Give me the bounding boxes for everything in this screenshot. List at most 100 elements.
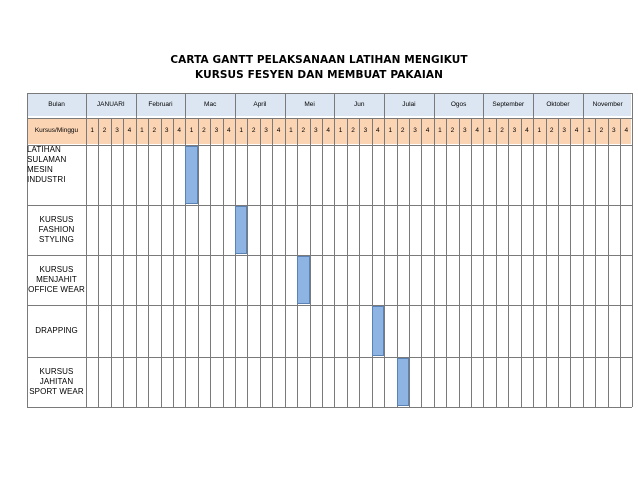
grid-horizontal-line [27, 305, 633, 306]
week-header-cell: 3 [612, 127, 616, 135]
grid-vertical-line [508, 118, 510, 407]
activity-label-line: KURSUS [39, 265, 74, 274]
week-header-cell: 1 [289, 127, 293, 135]
grid-vertical-line [185, 93, 187, 407]
grid-vertical-line [210, 118, 212, 407]
grid-horizontal-line [27, 93, 633, 94]
week-header-cell: 3 [512, 127, 517, 135]
week-header-cell: 2 [301, 127, 306, 135]
activity-label-line: MESIN [27, 165, 53, 174]
activity-label: KURSUS JAHITAN SPORT WEAR [27, 359, 86, 405]
week-header-cell: 4 [624, 127, 629, 135]
grid-vertical-line [595, 118, 597, 407]
grid-vertical-line [433, 93, 435, 407]
week-header-cell: 1 [189, 127, 194, 135]
activity-label-line: DRAPPING [35, 326, 78, 335]
week-header-cell: 2 [500, 127, 504, 135]
gantt-bar [235, 206, 248, 254]
week-header-cell: 4 [127, 127, 132, 135]
week-header-cell: 3 [363, 127, 368, 135]
week-header-cell: 1 [140, 127, 144, 135]
grid-vertical-line [471, 118, 473, 407]
week-header-cell: 1 [438, 127, 442, 135]
grid-vertical-line [446, 118, 448, 407]
week-header-cell: 1 [587, 127, 591, 135]
month-header-cell: Julai [402, 101, 416, 109]
grid-vertical-line [533, 93, 535, 407]
week-header-cell: 1 [487, 127, 492, 135]
week-header-cell: 4 [227, 127, 231, 135]
month-header-cell: Jun [353, 101, 365, 109]
month-row-label: Bulan [48, 101, 65, 109]
grid-vertical-line [272, 118, 274, 407]
week-header-cell: 1 [239, 127, 244, 135]
week-header-cell: 2 [152, 127, 157, 135]
grid-vertical-line [160, 118, 162, 407]
week-header-cell: 2 [599, 127, 604, 135]
activity-label-line: KURSUS [39, 215, 74, 224]
grid-vertical-line [197, 118, 199, 407]
grid-vertical-line [396, 118, 398, 407]
activity-label-line: SPORT WEAR [29, 387, 84, 396]
week-header-band [27, 119, 631, 144]
grid-vertical-line [632, 93, 634, 407]
week-header-cell: 2 [400, 127, 405, 135]
grid-horizontal-line [27, 205, 633, 206]
month-header-cell: JANUARI [96, 101, 125, 109]
grid-vertical-line [86, 93, 87, 407]
activity-label-line: OFFICE WEAR [28, 285, 85, 294]
week-header-cell: 2 [202, 127, 206, 135]
grid-horizontal-line [27, 118, 633, 119]
week-header-cell: 1 [388, 127, 393, 135]
grid-vertical-line [520, 118, 522, 407]
activity-label: DRAPPING [27, 307, 86, 355]
grid-vertical-line [284, 93, 286, 407]
grid-vertical-line [557, 118, 559, 407]
grid-vertical-line [172, 118, 174, 407]
grid-vertical-line [495, 118, 497, 407]
week-header-cell: 2 [351, 127, 355, 135]
grid-vertical-line [346, 118, 348, 407]
grid-vertical-line [620, 118, 622, 407]
gantt-bar [185, 146, 198, 204]
month-header-cell: Oktober [546, 101, 570, 109]
week-header-cell: 1 [537, 127, 542, 135]
month-header-cell: Mei [304, 101, 315, 109]
week-header-cell: 4 [276, 127, 281, 135]
activity-label-line: JAHITAN [39, 377, 74, 386]
activity-label-line: STYLING [39, 235, 74, 244]
grid-vertical-line [408, 118, 410, 407]
grid-vertical-line [582, 93, 584, 407]
activity-label-line: INDUSTRI [27, 175, 66, 184]
week-header-cell: 3 [462, 127, 467, 135]
grid-horizontal-line [27, 407, 633, 408]
grid-vertical-line [27, 93, 28, 407]
week-header-cell: 3 [313, 127, 318, 135]
grid-vertical-line [384, 93, 386, 407]
grid-vertical-line [259, 118, 261, 407]
activity-label-line: FASHION [38, 225, 75, 234]
month-header-band [27, 93, 631, 116]
grid-vertical-line [135, 93, 137, 407]
grid-vertical-line [247, 118, 249, 407]
grid-vertical-line [458, 118, 460, 407]
grid-horizontal-line [27, 145, 633, 146]
gantt-bar [371, 306, 385, 356]
grid-vertical-line [321, 118, 323, 407]
month-header-cell: Februari [148, 101, 173, 109]
activity-label: KURSUS FASHION STYLING [27, 207, 86, 253]
week-header-cell: 3 [562, 127, 566, 135]
week-header-cell: 4 [525, 127, 529, 135]
grid-vertical-line [98, 118, 100, 407]
week-header-cell: 4 [326, 127, 330, 135]
gantt-bar [396, 358, 409, 406]
grid-vertical-line [359, 118, 361, 407]
month-header-cell: September [492, 101, 525, 109]
grid-vertical-line [421, 118, 423, 407]
week-header-cell: 1 [90, 127, 95, 135]
week-header-cell: 1 [338, 127, 343, 135]
activity-label: LATIHAN SULAMAN MESIN INDUSTRI [27, 145, 86, 185]
grid-horizontal-line [27, 255, 633, 256]
week-header-cell: 3 [214, 127, 219, 135]
week-header-cell: 4 [425, 127, 430, 135]
